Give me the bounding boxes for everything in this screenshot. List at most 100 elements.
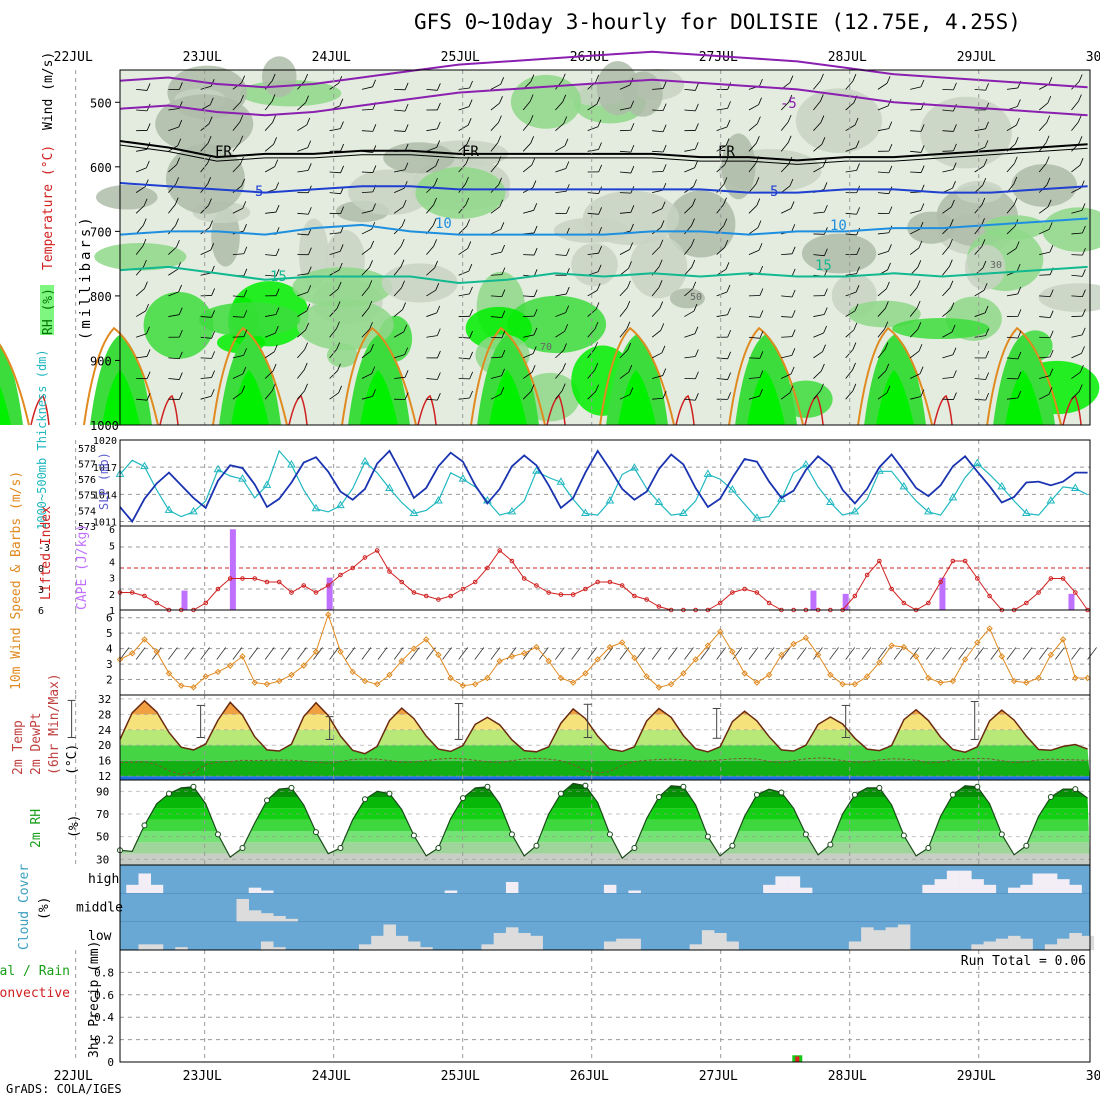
wind-barb-flag: [659, 239, 664, 247]
wind-barb-flag: [694, 142, 699, 150]
wind-barb: [490, 122, 499, 131]
wind-barb-flag: [178, 307, 183, 315]
wind-barb-10m: [764, 647, 775, 660]
wind-barb: [942, 245, 950, 255]
cloud-bar-high: [1044, 873, 1058, 894]
wind-barb-10m: [329, 647, 339, 660]
wind-barb-flag: [790, 366, 795, 375]
wind-barb-flag: [565, 161, 570, 169]
wind-barb-10m: [861, 647, 872, 660]
wind-speed-marker: [1035, 674, 1042, 682]
wind-barb-flag: [146, 83, 151, 91]
wind-barb-flag: [727, 307, 731, 315]
wind-barb-flag: [1049, 310, 1054, 318]
thickness-marker: [972, 458, 982, 466]
wind-barb-10m: [280, 647, 291, 660]
wind-barb-flag: [469, 80, 473, 89]
wind-barb: [1006, 397, 1018, 400]
wind-barb-flag: [340, 165, 344, 173]
cape-bar: [810, 590, 817, 610]
wind-barb: [942, 169, 954, 173]
wind-barb: [264, 370, 274, 379]
rh-marker: [165, 790, 172, 797]
wind-barb: [264, 351, 275, 359]
wind-barb: [232, 253, 244, 255]
wind-barb-flag: [243, 289, 248, 298]
ytick-cape-4: 4: [109, 558, 115, 569]
wind-barb-10m: [603, 647, 614, 660]
wind-barb: [587, 149, 599, 152]
wind-barb-flag: [791, 310, 796, 318]
lifted-index-marker: [521, 576, 527, 581]
wind-barb-10m: [796, 647, 807, 660]
wind-barb-flag: [143, 198, 148, 206]
wind-barb-10m: [313, 647, 323, 660]
wind-barb: [361, 191, 373, 194]
wind-barb: [264, 390, 273, 400]
wind-barb-flag: [920, 389, 925, 397]
temp-band-12: [120, 760, 1090, 777]
wind-barb: [1039, 393, 1050, 400]
cloud-bar-middle: [248, 910, 262, 922]
wind-barb: [877, 288, 887, 297]
wind-barb: [845, 273, 857, 276]
wind-barb: [490, 228, 502, 235]
wind-barb-flag: [951, 324, 956, 333]
wind-barb-flag: [1082, 269, 1086, 277]
wind-barb-flag: [791, 268, 796, 277]
wind-barb-flag: [885, 363, 890, 371]
moist-tower-core: [1005, 370, 1044, 425]
wind-barb: [684, 109, 696, 112]
wind-barb-flag: [501, 349, 506, 358]
wind-barb: [329, 328, 337, 338]
day-label-bottom-27JUL: 27JUL: [699, 1069, 738, 1084]
wind-speed-marker: [790, 640, 797, 648]
wind-speed-marker: [704, 642, 712, 649]
wind-barb: [1006, 248, 1017, 255]
wind-barb-flag: [1049, 368, 1054, 376]
thickness-marker: [360, 456, 370, 465]
lifted-index-marker: [203, 600, 209, 606]
wind-barb-flag: [404, 370, 409, 378]
wind-barb-flag: [724, 239, 729, 248]
thickness-marker: [238, 474, 247, 482]
lifted-index-marker: [730, 590, 735, 595]
wind-barb-flag: [759, 331, 764, 339]
rh-marker: [802, 831, 809, 838]
wind-barb: [458, 248, 469, 255]
wind-barb-flag: [884, 321, 889, 329]
wind-speed-marker: [912, 653, 920, 660]
wind-barb: [200, 85, 212, 90]
cloud-bar-high: [1069, 884, 1082, 894]
wind-barb-flag: [369, 322, 373, 330]
wind-barb: [200, 249, 211, 255]
wind-barb-flag: [823, 325, 827, 334]
wind-barb-flag: [436, 372, 441, 380]
wind-barb-flag: [695, 123, 699, 131]
wind-barb: [877, 128, 889, 132]
wind-barb: [1006, 226, 1016, 235]
wind-barb: [781, 208, 792, 214]
wind-barb-flag: [337, 363, 341, 371]
wind-barb-flag: [369, 260, 373, 268]
wind-barb-flag: [917, 260, 922, 268]
wind-barb-flag: [949, 238, 953, 247]
rh-marker: [435, 845, 442, 851]
lifted-index-marker: [142, 593, 147, 599]
wind-barb-10m: [345, 647, 356, 660]
isotherm-FR: [119, 140, 1088, 162]
wind-barb-flag: [758, 243, 763, 251]
wind-barb: [1071, 187, 1082, 193]
ytick-li-3: 3: [38, 585, 44, 596]
wind-speed-marker: [141, 636, 148, 643]
ytick-thickness-573: 573: [78, 522, 96, 533]
grads-credit: GrADS: COLA/IGES: [6, 1082, 122, 1096]
wind-barb-flag: [694, 349, 699, 357]
wind-barb-flag: [533, 289, 538, 297]
wind-barb: [490, 375, 502, 379]
wind-barb: [587, 252, 599, 255]
wind-speed-marker: [239, 653, 246, 660]
wind-barb-flag: [404, 124, 409, 132]
thickness-marker: [409, 508, 419, 516]
ytick-rh-30: 30: [96, 853, 109, 866]
